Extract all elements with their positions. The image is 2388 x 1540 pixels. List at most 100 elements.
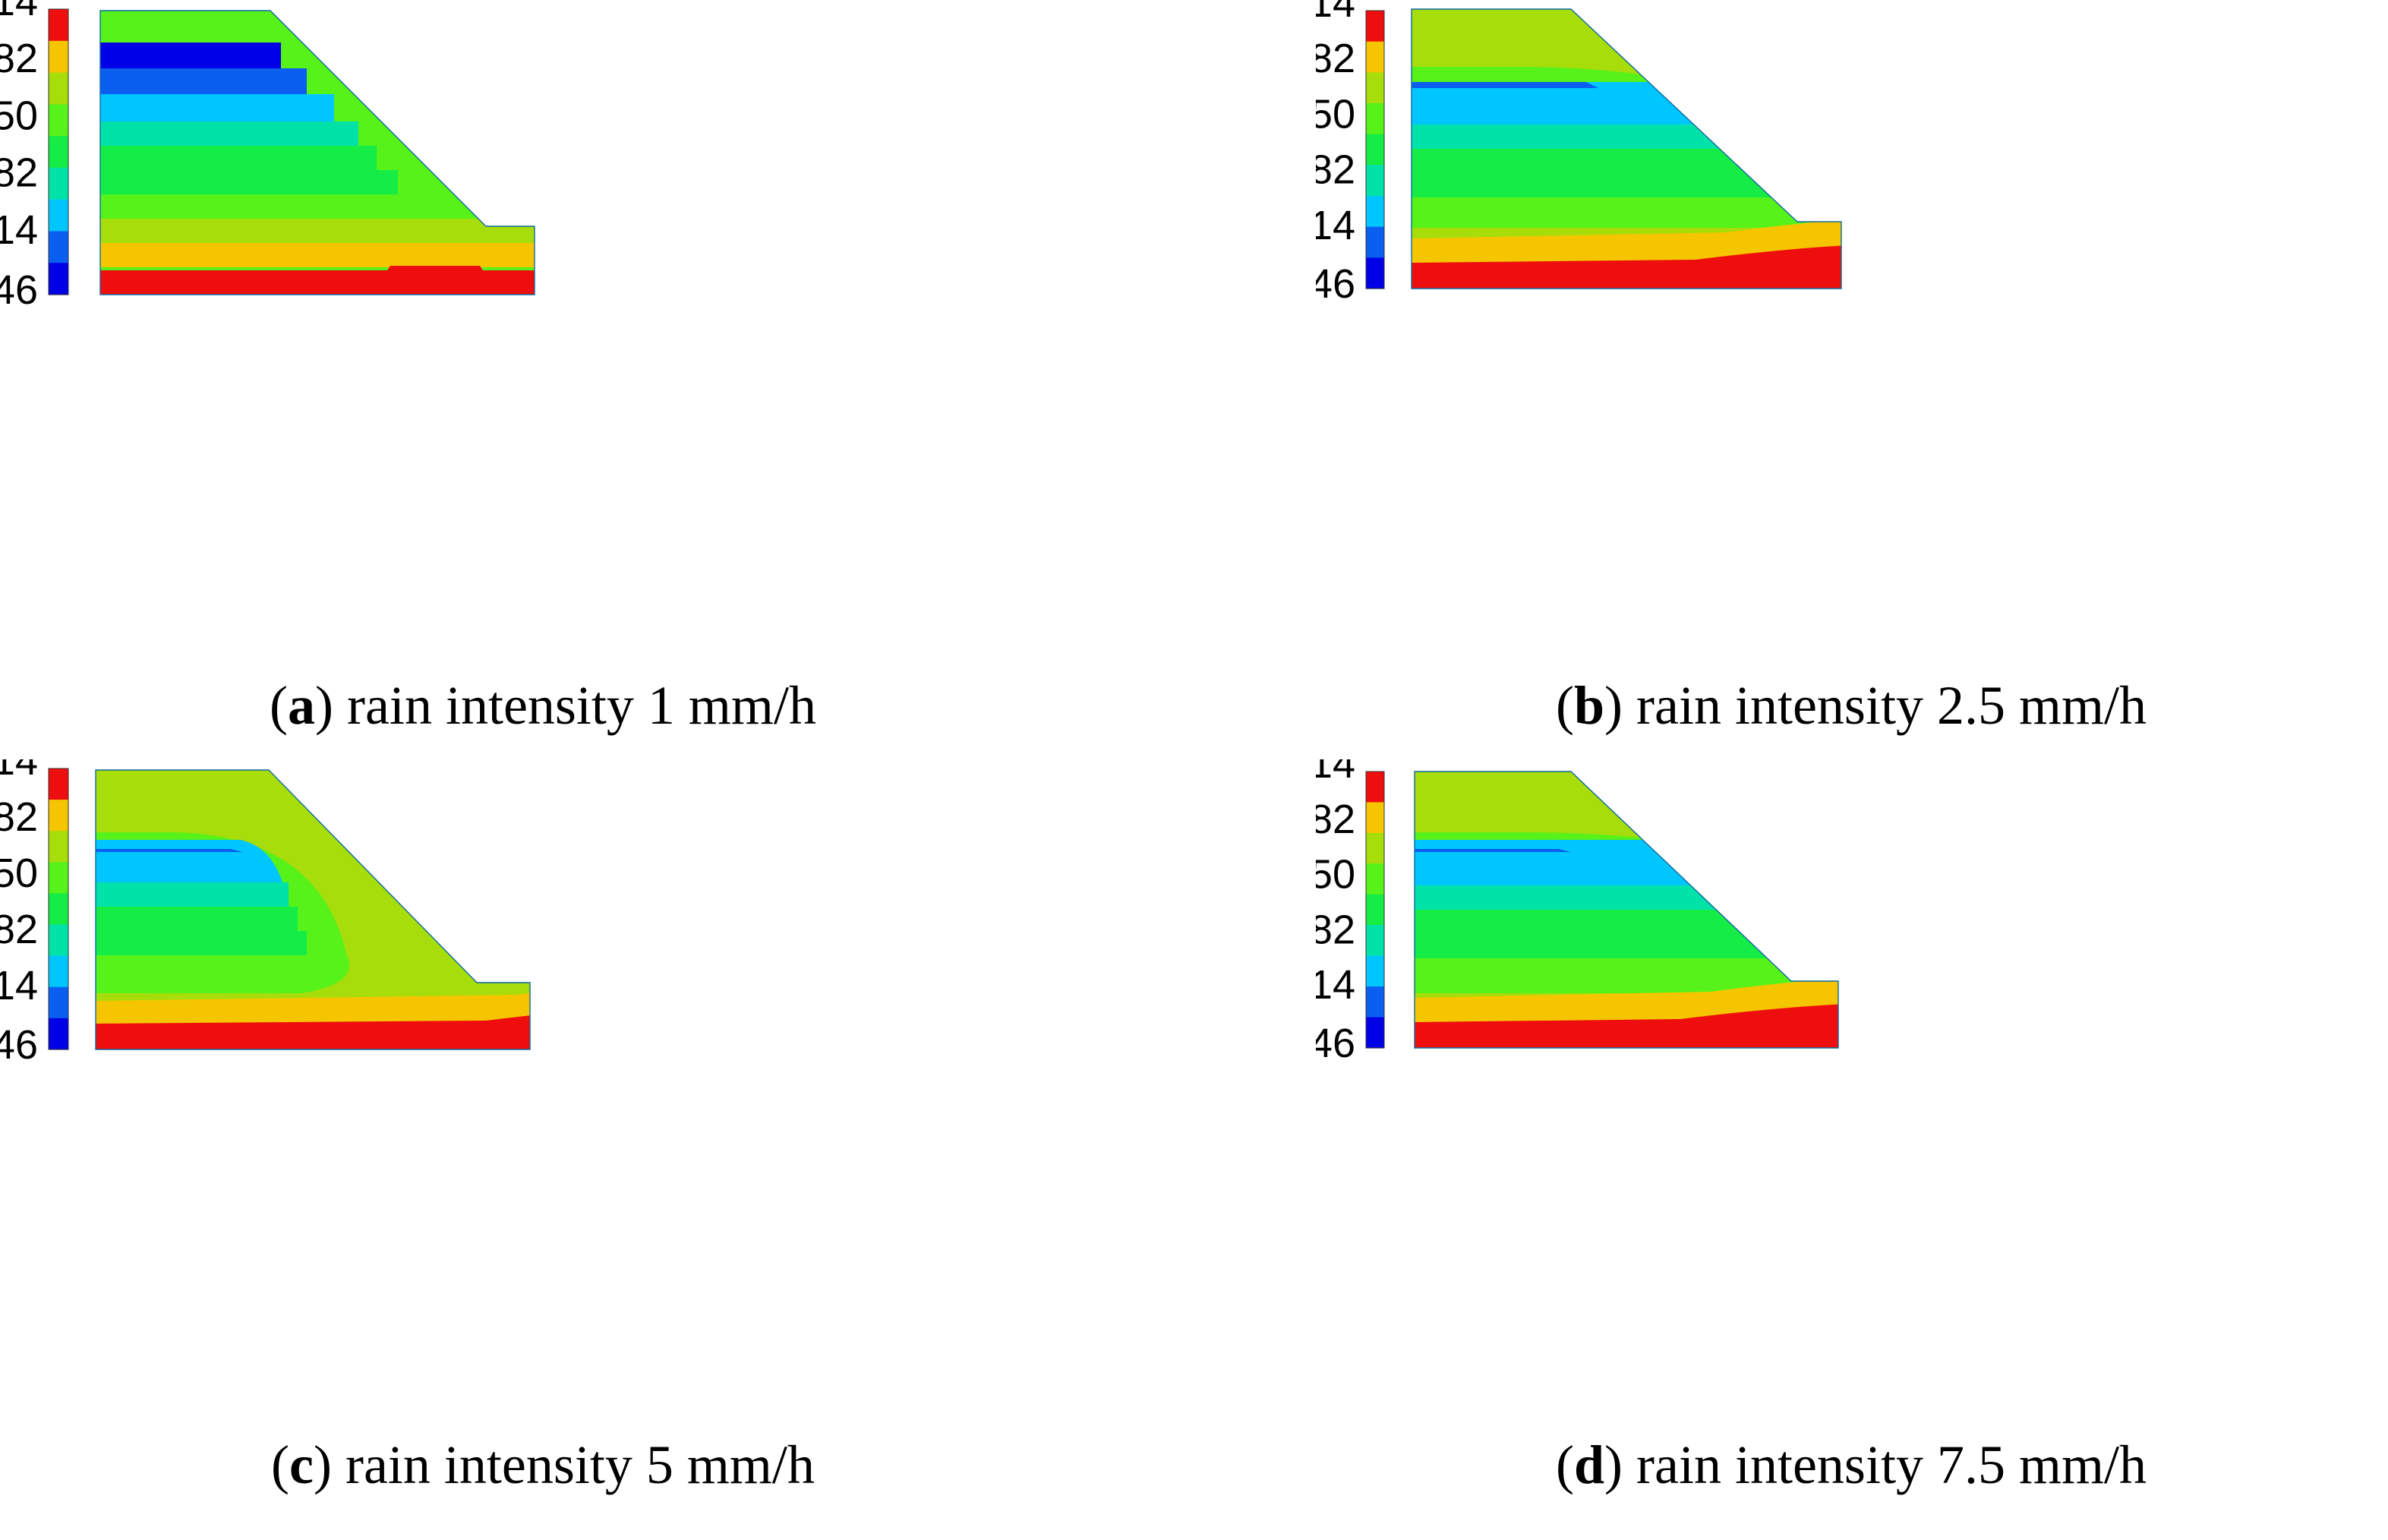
pressure-band-a bbox=[100, 243, 535, 267]
pressure-band-a bbox=[100, 266, 535, 295]
panel-b: 3.14 0.82 -1.50 -3.82 -6.14 -8.46 bbox=[1262, 0, 2386, 611]
colorbar-swatch-b bbox=[1366, 226, 1384, 258]
pressure-band-b bbox=[1412, 125, 1771, 149]
pressure-band-a bbox=[100, 146, 377, 170]
caption-text-d: rain intensity 7.5 mm/h bbox=[1636, 1434, 2147, 1495]
slope-outline-c bbox=[95, 769, 531, 1050]
colorbar-tick-label-c: -3.82 bbox=[0, 907, 38, 952]
contour-plot-a: 3.14 0.82 -1.50 -3.82 -6.14 -8.46 bbox=[0, 0, 535, 313]
colorbar-swatch-b bbox=[1366, 196, 1384, 228]
colorbar-swatch-a bbox=[49, 136, 68, 169]
colorbar-swatch-a bbox=[49, 263, 68, 295]
pressure-band-a bbox=[100, 194, 456, 219]
pressure-band-d bbox=[1415, 840, 1811, 885]
colorbar-swatch-b bbox=[1366, 134, 1384, 166]
pressure-band-b bbox=[1412, 82, 1765, 125]
colorbar-swatch-c bbox=[49, 862, 68, 895]
contour-plot-d: 3.14 0.82 -1.50 -3.82 -6.14 -8.46 bbox=[1262, 741, 1839, 1066]
colorbar-swatch-c bbox=[49, 893, 68, 926]
colorbar-tick-label-d: 0.82 bbox=[1316, 797, 1355, 842]
caption-b: (b) rain intensity 2.5 mm/h bbox=[1556, 675, 2147, 736]
slope-outline-d bbox=[1414, 771, 1839, 1049]
colorbar-swatch-c bbox=[49, 955, 68, 988]
blue-line-d bbox=[1415, 849, 1571, 852]
blue-line-c bbox=[96, 849, 243, 852]
caption-c: (c) rain intensity 5 mm/h bbox=[271, 1434, 815, 1495]
caption-letter-d: d bbox=[1574, 1434, 1605, 1495]
colorbar-swatch-c bbox=[49, 831, 68, 863]
colorbar-frame-b bbox=[1365, 10, 1385, 289]
pressure-band-a bbox=[100, 68, 307, 94]
pressure-band-a bbox=[100, 121, 358, 146]
pressure-band-a bbox=[100, 43, 281, 68]
pressure-band-d bbox=[1415, 910, 1826, 934]
colorbar-swatch-d bbox=[1366, 832, 1384, 864]
colorbar-tick-label-b: -3.82 bbox=[1316, 147, 1355, 193]
pressure-band-c bbox=[96, 840, 282, 882]
caption-letter-c: c bbox=[289, 1434, 314, 1495]
slope-body-a bbox=[100, 11, 535, 295]
slope-outline-a bbox=[99, 10, 535, 295]
panel-c: 3.14 0.82 -1.50 -3.82 -6.14 -8.46 bbox=[0, 738, 1093, 1371]
colorbar-swatch-a bbox=[49, 40, 68, 74]
colorbar-tick-label-b: -1.50 bbox=[1316, 91, 1355, 137]
colorbar-frame-c bbox=[48, 768, 69, 1050]
contour-plot-b: 3.14 0.82 -1.50 -3.82 -6.14 -8.46 bbox=[1262, 0, 1842, 307]
colorbar-tick-label-c: 0.82 bbox=[0, 794, 38, 840]
colorbar-swatch-b bbox=[1366, 72, 1384, 104]
contour-plot-c: 3.14 0.82 -1.50 -3.82 -6.14 -8.46 bbox=[0, 738, 531, 1068]
caption-text-a: rain intensity 1 mm/h bbox=[347, 675, 816, 736]
caption-text-c: rain intensity 5 mm/h bbox=[345, 1434, 815, 1495]
colorbar-tick-label-a: -1.50 bbox=[0, 93, 38, 138]
slope-body-b bbox=[1412, 9, 1841, 289]
colorbar-swatch-d bbox=[1366, 802, 1384, 834]
colorbar-swatch-b bbox=[1366, 257, 1384, 289]
colorbar-tick-label-a: 0.82 bbox=[0, 36, 38, 81]
pressure-band-d bbox=[1415, 934, 1835, 958]
colorbar-tick-label-a: -8.46 bbox=[0, 267, 38, 313]
colorbar-tick-label-d: -6.14 bbox=[1316, 962, 1355, 1008]
pressure-band-a bbox=[100, 94, 334, 121]
colorbar-tick-label-d: -8.46 bbox=[1316, 1021, 1355, 1066]
colorbar-frame-d bbox=[1365, 771, 1385, 1049]
colorbar-tick-label-b: 0.82 bbox=[1316, 36, 1355, 81]
caption-text-b: rain intensity 2.5 mm/h bbox=[1636, 675, 2147, 736]
colorbar-swatch-b bbox=[1366, 165, 1384, 197]
pressure-band-c bbox=[96, 882, 289, 907]
colorbar-swatch-b bbox=[1366, 41, 1384, 73]
colorbar-swatch-d bbox=[1366, 863, 1384, 895]
colorbar-swatch-b bbox=[1366, 11, 1384, 43]
colorbar-tick-label-b: -8.46 bbox=[1316, 261, 1355, 307]
slope-body-c bbox=[96, 770, 530, 1049]
colorbar-swatch-d bbox=[1366, 1017, 1384, 1049]
colorbar-tick-label-b: -6.14 bbox=[1316, 203, 1355, 248]
panel-a: 3.14 0.82 -1.50 -3.82 -6.14 -8.46 bbox=[0, 0, 1093, 611]
colorbar-swatch-a bbox=[49, 199, 68, 232]
colorbar-tick-label-a: -3.82 bbox=[0, 150, 38, 196]
colorbar-swatch-c bbox=[49, 986, 68, 1019]
slope-outline-b bbox=[1411, 8, 1842, 289]
colorbar-swatch-d bbox=[1366, 955, 1384, 987]
pressure-band-d bbox=[1415, 1002, 1838, 1048]
slope-body-d bbox=[1415, 772, 1838, 1048]
pressure-band-b bbox=[1412, 173, 1790, 197]
colorbar-swatch-a bbox=[49, 9, 68, 42]
caption-letter-a: a bbox=[288, 675, 316, 736]
panel-d: 3.14 0.82 -1.50 -3.82 -6.14 -8.46 bbox=[1262, 741, 2386, 1371]
pressure-band-c bbox=[96, 907, 298, 931]
colorbar-swatch-c bbox=[49, 800, 68, 832]
colorbar-tick-label-b: 3.14 bbox=[1316, 0, 1355, 26]
colorbar-swatch-c bbox=[49, 1018, 68, 1050]
colorbar-swatch-a bbox=[49, 72, 68, 105]
pressure-band-b bbox=[1412, 149, 1781, 173]
caption-a: (a) rain intensity 1 mm/h bbox=[270, 675, 816, 736]
colorbar-swatch-d bbox=[1366, 772, 1384, 803]
colorbar-swatch-a bbox=[49, 167, 68, 200]
colorbar-swatch-a bbox=[49, 104, 68, 137]
colorbar-swatch-d bbox=[1366, 925, 1384, 957]
blue-line-b bbox=[1412, 82, 1598, 88]
caption-letter-b: b bbox=[1574, 675, 1605, 736]
colorbar-tick-label-c: -1.50 bbox=[0, 850, 38, 896]
colorbar-swatch-d bbox=[1366, 894, 1384, 926]
colorbar-tick-label-d: 3.14 bbox=[1316, 759, 1355, 787]
